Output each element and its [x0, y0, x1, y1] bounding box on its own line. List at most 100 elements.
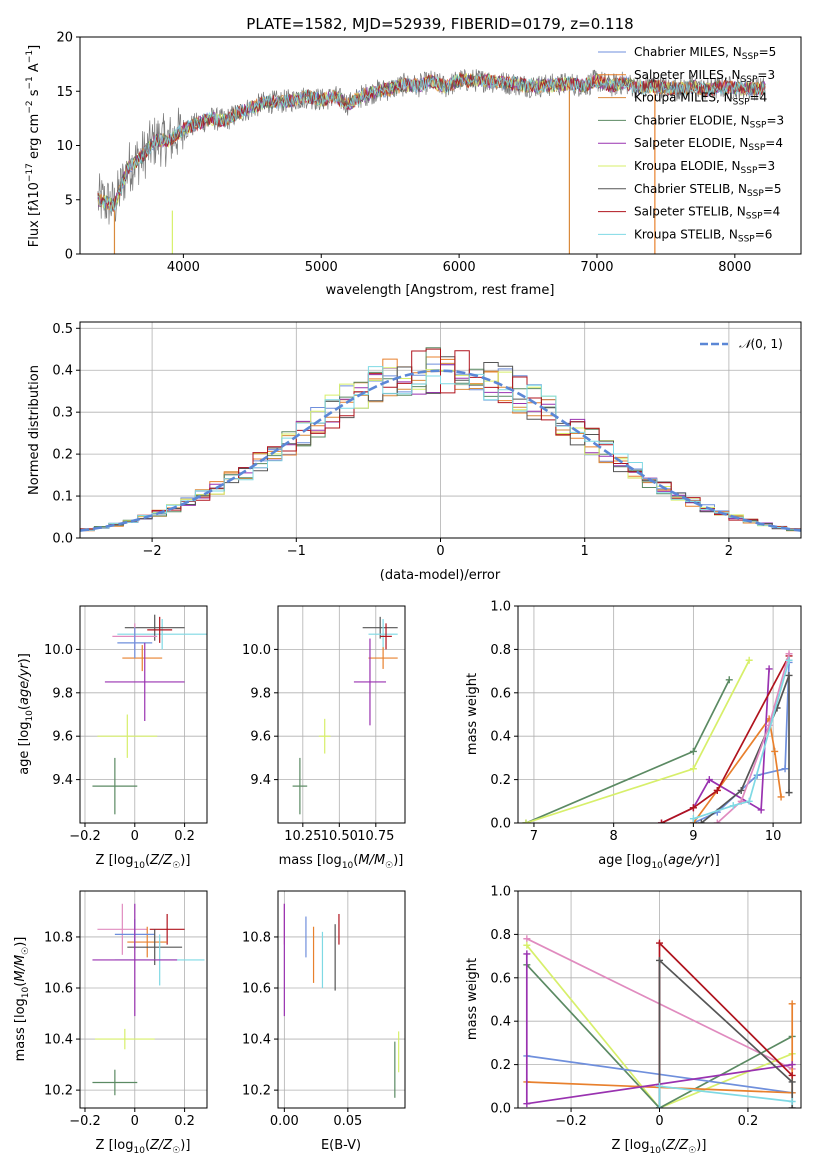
y-tick-label: 1.0 — [490, 600, 511, 615]
axes-frame — [517, 605, 802, 824]
y-tick-label: 10.4 — [242, 1033, 271, 1048]
mass-weight-line — [525, 659, 750, 823]
y-tick-label: 0.6 — [490, 971, 511, 986]
x-axis-label: wavelength [Angstrom, rest frame] — [326, 283, 555, 298]
x-axis-label: Z [log10(Z/Z☉)] — [96, 853, 191, 871]
mass-weight-marker — [656, 939, 663, 947]
y-tick-label: 9.6 — [52, 730, 73, 745]
mass-weight-marker — [785, 650, 793, 658]
error-bar-point — [149, 913, 185, 945]
legend-label: Kroupa ELODIE, NSSP=3 — [634, 159, 775, 176]
mass-weight-marker — [523, 1100, 531, 1108]
x-tick-label: 5000 — [305, 260, 338, 275]
y-tick-label: 0.4 — [52, 364, 73, 379]
mass-vs-age-panel: 10.25 10.50 10.75 9.4 9.6 9.8 10.0 mass [log10… — [242, 605, 406, 871]
x-tick-label: 0.2 — [174, 829, 195, 844]
mass-weight-marker — [788, 1097, 796, 1105]
model-spectrum — [97, 72, 766, 212]
mass-weight-line — [716, 653, 790, 823]
y-tick-label: 0.8 — [490, 928, 511, 943]
y-tick-label: 0.8 — [490, 643, 511, 658]
error-bar-point — [362, 616, 398, 639]
mass-weight-marker — [745, 797, 753, 805]
mass-weight-line — [693, 660, 790, 820]
z-vs-mass-panel: −0.2 0 0.2 10.2 10.4 10.6 10.8 Z [log10(Z/Z☉)]… — [13, 890, 208, 1156]
mass-weight-marker — [788, 1061, 796, 1069]
y-tick-label: 0 — [65, 248, 73, 263]
x-tick-label: 2 — [725, 544, 733, 559]
mass-weight-marker — [788, 1000, 796, 1008]
mass-weight-marker — [745, 656, 753, 664]
mass-weight-line — [526, 964, 793, 1108]
y-tick-label: 10.6 — [242, 982, 271, 997]
error-bar-point — [97, 903, 148, 955]
error-bar-point — [117, 619, 207, 650]
mass-weight-marker — [657, 819, 665, 823]
mass-weight-marker — [689, 747, 697, 755]
legend-label: Salpeter STELIB, NSSP=4 — [634, 205, 780, 222]
error-bar-point — [122, 645, 163, 672]
y-tick-label: 10 — [56, 139, 73, 154]
mass-weight-marker — [713, 819, 721, 823]
mass-weight-marker — [713, 786, 721, 794]
mass-weight-marker — [689, 765, 697, 773]
legend-label: Salpeter ELODIE, NSSP=4 — [634, 136, 783, 153]
x-tick-label: −0.2 — [555, 1114, 587, 1129]
mass-weight-marker — [785, 671, 793, 679]
mass-weight-marker — [757, 806, 765, 814]
error-bar-point — [104, 642, 185, 722]
legend-label: Chabrier STELIB, NSSP=5 — [634, 182, 782, 199]
mass-weight-marker — [765, 665, 773, 673]
error-bar-point — [127, 926, 168, 958]
y-tick-label: 9.8 — [52, 686, 73, 701]
x-tick-label: 0.2 — [738, 1114, 759, 1129]
y-tick-label: 10.2 — [242, 1084, 271, 1099]
y-tick-label: 15 — [56, 85, 73, 100]
x-tick-label: −0.2 — [69, 1114, 101, 1129]
x-tick-label: 8000 — [718, 260, 751, 275]
legend-label: 𝒩(0, 1) — [739, 337, 783, 351]
y-tick-label: 9.8 — [250, 686, 271, 701]
y-tick-label: 0.3 — [52, 406, 73, 421]
mass-weight-marker — [788, 1104, 796, 1108]
error-bar-point — [318, 718, 331, 754]
axes-frame — [277, 605, 406, 824]
spectrum-panel: 4000 5000 6000 7000 8000 0 5 10 15 20 Chabrier MIL… — [25, 15, 802, 298]
mass-weight-marker — [656, 1082, 663, 1090]
mass-weight-line — [661, 668, 770, 823]
mass-weight-marker — [523, 935, 531, 943]
model-spectrum — [97, 72, 766, 212]
y-tick-label: 10.4 — [44, 1033, 73, 1048]
y-tick-label: 0.0 — [490, 1102, 511, 1117]
x-tick-label: 0 — [131, 1114, 139, 1129]
x-tick-label: 7000 — [580, 260, 613, 275]
mass-weight-marker — [522, 819, 530, 823]
x-axis-label: E(B-V) — [321, 1138, 361, 1153]
y-tick-label: 0.2 — [52, 448, 73, 463]
x-tick-label: 9 — [689, 829, 697, 844]
mass-weight-marker — [729, 802, 737, 810]
x-tick-label: 0 — [436, 544, 444, 559]
y-tick-label: 0.0 — [52, 532, 73, 547]
mass-weight-marker — [689, 804, 697, 812]
y-tick-label: 10.6 — [44, 982, 73, 997]
x-tick-label: 0.2 — [174, 1114, 195, 1129]
mass-weight-marker — [777, 793, 785, 801]
mass-weight-marker — [656, 1104, 663, 1108]
legend-label: Chabrier MILES, NSSP=5 — [634, 45, 776, 62]
error-bar-point — [127, 929, 183, 966]
y-axis-label: age [log10(age/yr)] — [17, 653, 35, 775]
y-tick-label: 10.8 — [44, 930, 73, 945]
error-bar-point — [292, 757, 308, 815]
error-bar-point — [94, 1028, 155, 1050]
mass-weight-marker — [523, 950, 531, 958]
mass-weight-marker — [725, 676, 733, 684]
error-bar-point — [92, 757, 138, 815]
y-tick-label: 10.0 — [242, 643, 271, 658]
x-tick-label: 1 — [581, 544, 589, 559]
x-tick-label: 0.00 — [270, 1114, 299, 1129]
y-axis-label: Flux [fλ10−17 erg cm−2 s−1 A−1] — [25, 45, 42, 247]
y-axis-label: mass weight — [465, 958, 480, 1040]
axes-frame — [79, 605, 208, 824]
error-bar-point — [92, 903, 178, 1017]
